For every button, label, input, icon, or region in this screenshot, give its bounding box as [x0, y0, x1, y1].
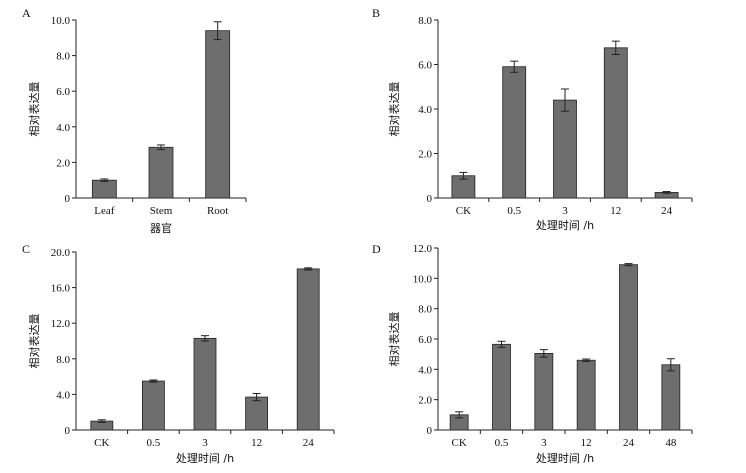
y-tick-label: 8.0 [418, 15, 432, 27]
panel-label: D [372, 242, 381, 256]
bar-leaf [91, 179, 117, 199]
y-tick-label: 8.0 [56, 354, 70, 366]
y-tick-label: 12.0 [413, 243, 433, 255]
bar-stem [148, 146, 174, 199]
x-tick-label: 3 [202, 437, 208, 449]
bar-12 [603, 47, 628, 199]
x-tick-label: 12 [581, 437, 592, 449]
chart-panel-d: D 0 2.0 4.0 6.0 8.0 10.0 12.0 CK 0.5 3 12 24 48 相对表达量处… [372, 242, 693, 465]
y-tick-label: 0 [427, 425, 433, 437]
x-axis-title: 处理时间 /h [536, 219, 594, 232]
x-tick-label: 0.5 [495, 437, 509, 449]
y-tick-label: 10.0 [51, 15, 71, 27]
y-tick-label: 12.0 [51, 318, 71, 330]
bar-24 [619, 264, 638, 431]
x-axis-title: 处理时间 /h [536, 452, 594, 465]
bar-0.5 [492, 343, 511, 431]
y-tick-label: 8.0 [56, 51, 70, 63]
x-tick-label: CK [452, 437, 467, 449]
y-axis-title: 相对表达量 [387, 82, 401, 137]
y-tick-label: 4.0 [418, 364, 432, 376]
y-tick-label: 6.0 [56, 86, 70, 98]
bar-3 [553, 99, 577, 199]
x-tick-label: 3 [541, 437, 547, 449]
x-tick-label: 3 [562, 205, 568, 217]
y-axis-title: 相对表达量 [27, 314, 41, 369]
y-tick-label: 2.0 [56, 157, 70, 169]
y-tick-label: 6.0 [418, 60, 432, 72]
y-tick-label: 4.0 [56, 389, 70, 401]
bar-root [205, 30, 231, 199]
bar-0.5 [502, 66, 527, 199]
x-tick-label: 24 [623, 437, 635, 449]
x-axis-title: 器官 [150, 221, 172, 235]
y-axis-title: 相对表达量 [387, 312, 401, 367]
y-tick-label: 6.0 [418, 334, 432, 346]
y-tick-label: 16.0 [51, 283, 71, 295]
y-tick-label: 0 [65, 193, 71, 205]
bar-0.5 [141, 380, 165, 431]
x-tick-label: Root [207, 205, 228, 217]
x-tick-label: 48 [665, 437, 677, 449]
y-axis-title: 相对表达量 [27, 82, 41, 137]
panel-label: C [22, 242, 30, 256]
bar-3 [193, 337, 217, 431]
bar-48 [661, 364, 681, 431]
y-tick-label: 2.0 [418, 395, 432, 407]
x-tick-label: CK [456, 205, 471, 217]
y-tick-label: 10.0 [413, 273, 433, 285]
y-tick-label: 4.0 [418, 104, 432, 116]
y-tick-label: 0 [65, 425, 71, 437]
x-tick-label: 24 [661, 205, 673, 217]
x-axis-title: 处理时间 /h [176, 452, 234, 465]
bar-3 [534, 353, 554, 431]
x-tick-label: 0.5 [147, 437, 161, 449]
x-tick-label: 0.5 [507, 205, 521, 217]
x-tick-label: 12 [610, 205, 621, 217]
y-tick-label: 4.0 [56, 122, 70, 134]
panel-label: B [372, 6, 380, 20]
x-tick-label: 12 [251, 437, 262, 449]
chart-panel-c: C 0 4.0 8.0 12.0 16.0 20.0 CK 0.5 3 12 24 相对表达量处理时间 … [22, 242, 335, 465]
x-tick-label: Leaf [94, 205, 114, 217]
bar-12 [576, 359, 596, 431]
bar-12 [245, 396, 269, 431]
panel-label: A [22, 6, 31, 20]
y-tick-label: 0 [427, 193, 433, 205]
x-tick-label: 24 [303, 437, 315, 449]
x-tick-label: CK [94, 437, 109, 449]
y-tick-label: 2.0 [418, 149, 432, 161]
y-tick-label: 8.0 [418, 304, 432, 316]
bar-24 [296, 268, 320, 431]
x-tick-label: Stem [150, 205, 173, 217]
y-tick-label: 20.0 [51, 247, 71, 259]
